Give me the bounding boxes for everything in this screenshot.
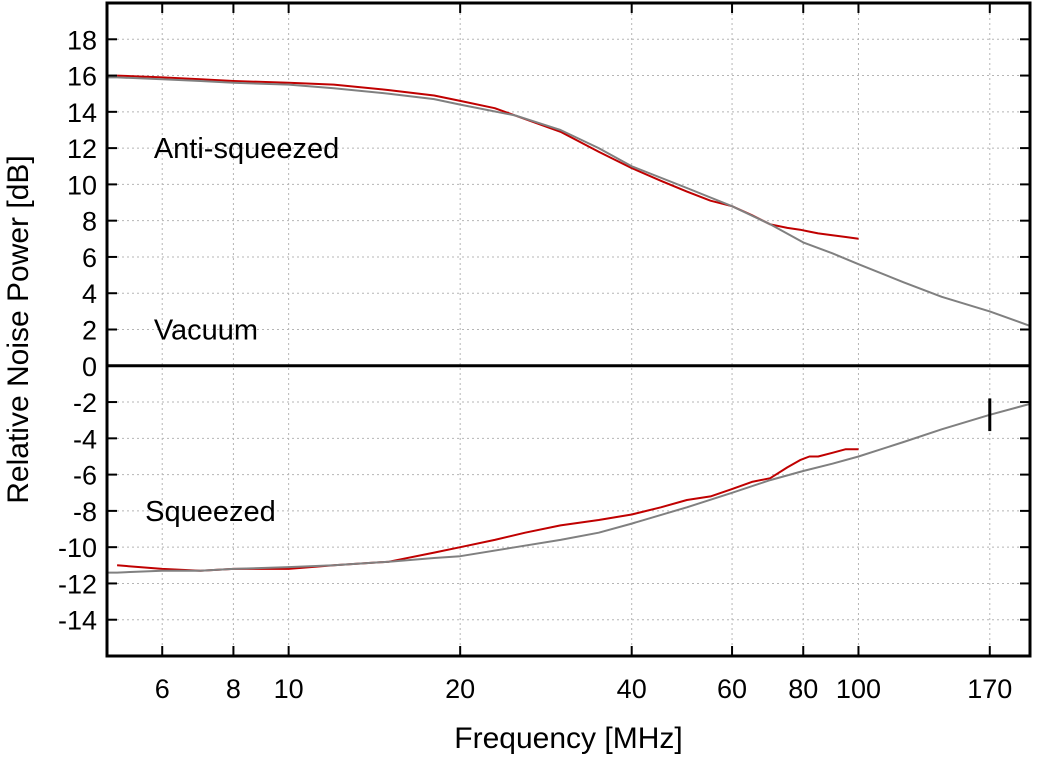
theory-fit-line xyxy=(107,402,1031,574)
y-tick-label: -2 xyxy=(73,388,97,418)
y-tick-label: 16 xyxy=(67,62,97,92)
x-tick-label: 100 xyxy=(836,674,881,704)
x-tick-label: 6 xyxy=(155,674,170,704)
y-tick-label: 0 xyxy=(82,352,97,382)
y-tick-label: -12 xyxy=(58,569,97,599)
measured-noise-line xyxy=(117,448,859,572)
measured-noise-line xyxy=(117,74,859,240)
x-axis-title: Frequency [MHz] xyxy=(454,722,682,755)
annotations: Anti-squeezed Vacuum Squeezed xyxy=(145,133,339,528)
x-tick-label: 20 xyxy=(445,674,475,704)
theory-fit-line xyxy=(107,76,1031,327)
y-tick-label: -10 xyxy=(58,533,97,563)
x-tick-label: 170 xyxy=(967,674,1012,704)
tick-labels: 6 8 10 20 40 60 80 100 170 -14 -12 -10 -8 -6 -4 -2 0 2 4 6 8… xyxy=(58,25,1012,704)
x-tick-label: 60 xyxy=(717,674,747,704)
x-tick-label: 40 xyxy=(617,674,647,704)
annotation-label: Anti-squeezed xyxy=(154,133,339,165)
y-axis-title: Relative Noise Power [dB] xyxy=(2,155,35,504)
y-tick-label: -6 xyxy=(73,461,97,491)
y-tick-label: 14 xyxy=(67,98,97,128)
y-tick-label: -14 xyxy=(58,606,97,636)
x-tick-label: 8 xyxy=(226,674,241,704)
y-tick-label: 2 xyxy=(82,316,97,346)
y-tick-label: -8 xyxy=(73,497,97,527)
y-tick-label: 8 xyxy=(82,207,97,237)
x-tick-label: 10 xyxy=(274,674,304,704)
y-tick-label: 6 xyxy=(82,243,97,273)
x-tick-label: 80 xyxy=(788,674,818,704)
y-tick-label: 10 xyxy=(67,170,97,200)
y-tick-label: -4 xyxy=(73,424,97,454)
y-tick-label: 4 xyxy=(82,279,97,309)
tick-marks xyxy=(107,3,1030,656)
annotation-label: Vacuum xyxy=(154,315,258,347)
annotation-label: Squeezed xyxy=(145,496,276,528)
series-group xyxy=(107,74,1031,574)
y-tick-label: 18 xyxy=(67,25,97,55)
y-tick-label: 12 xyxy=(67,134,97,164)
